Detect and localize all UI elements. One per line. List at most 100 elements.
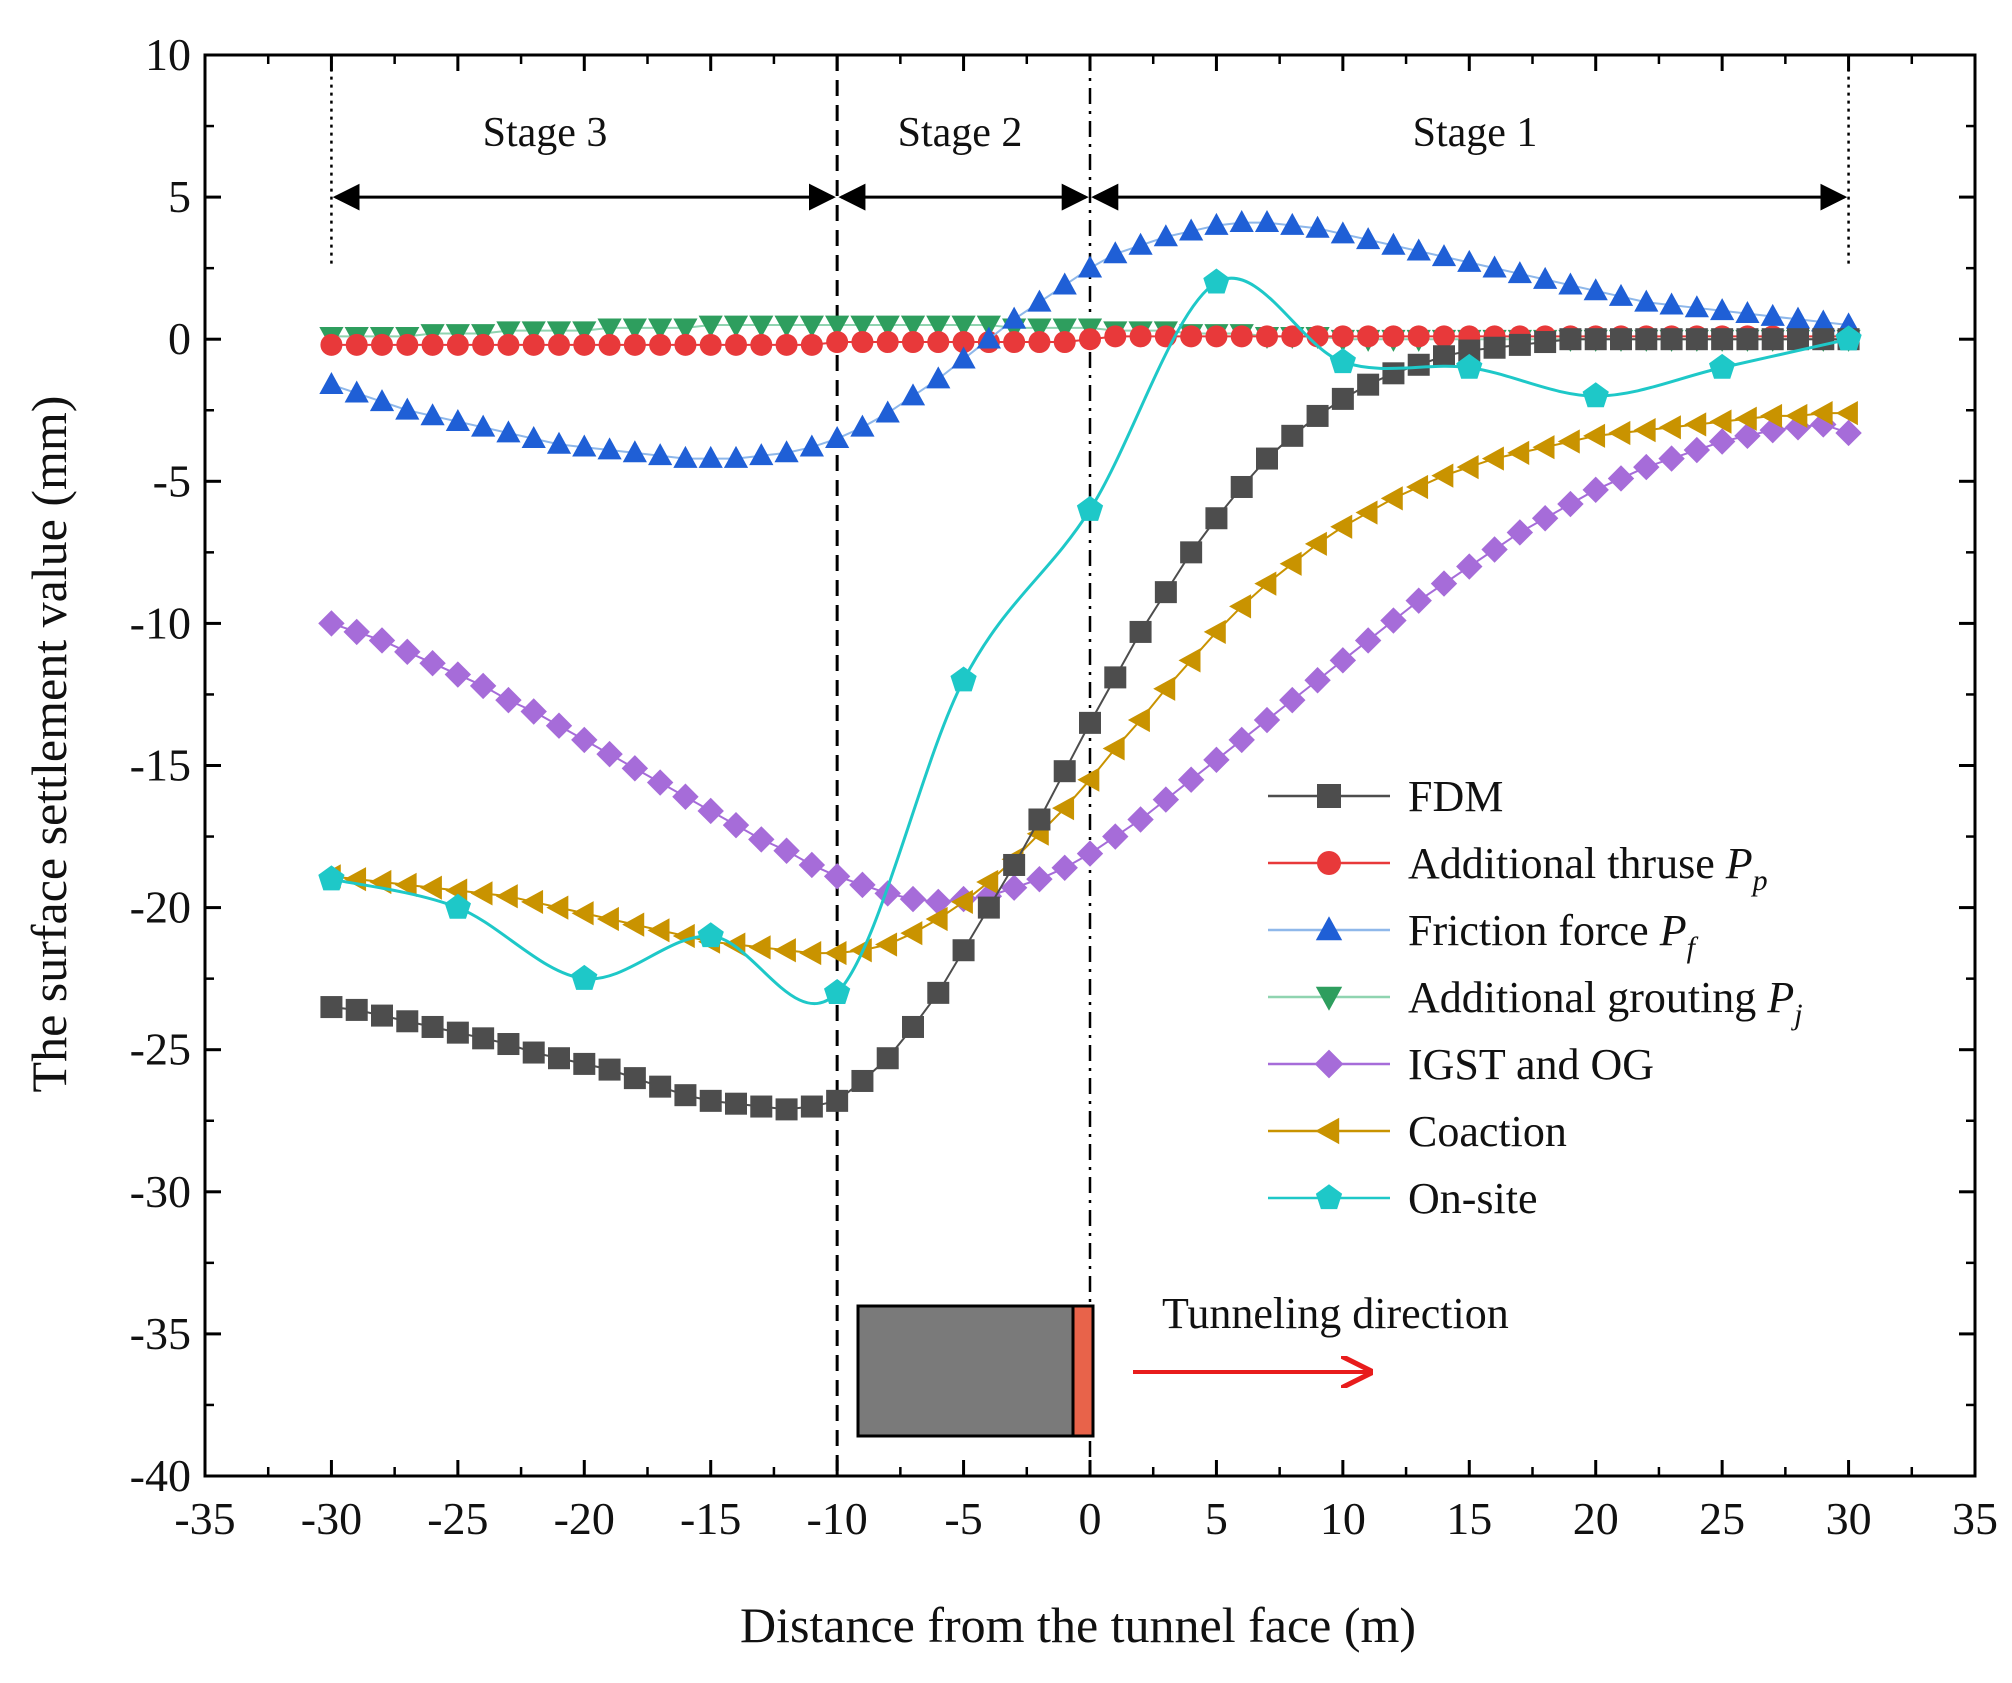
y-tick-label: -40 — [130, 1450, 191, 1501]
data-point — [674, 1084, 697, 1107]
data-point — [1329, 647, 1357, 674]
data-point — [1129, 620, 1152, 643]
data-point — [750, 333, 773, 356]
data-point — [1127, 806, 1154, 833]
legend-marker — [1315, 1184, 1343, 1210]
data-point — [1103, 241, 1128, 264]
data-point — [1356, 227, 1381, 250]
data-point — [622, 318, 647, 341]
data-point — [1709, 409, 1732, 434]
data-point — [977, 896, 1000, 919]
data-point — [597, 437, 622, 460]
data-point — [950, 666, 977, 692]
data-point — [1506, 519, 1534, 546]
data-point — [1256, 447, 1278, 470]
data-point — [1102, 823, 1129, 850]
x-tick-label: 25 — [1699, 1493, 1745, 1544]
data-point — [371, 333, 393, 356]
data-point — [522, 333, 545, 356]
legend-marker — [1315, 1117, 1340, 1145]
data-point — [320, 996, 343, 1019]
data-point — [1607, 465, 1635, 492]
data-point — [1229, 594, 1252, 619]
data-point — [1584, 328, 1607, 351]
data-point — [395, 397, 420, 420]
x-tick-label: 0 — [1079, 1493, 1102, 1544]
series-line — [331, 276, 1849, 1006]
data-point — [1000, 874, 1028, 901]
data-point — [318, 865, 345, 891]
data-point — [1127, 707, 1150, 733]
data-point — [597, 318, 622, 341]
data-point — [951, 315, 976, 338]
data-point — [775, 333, 798, 356]
y-axis-title: The surface settlement value (mm) — [21, 396, 77, 1093]
data-point — [1129, 325, 1152, 348]
data-point — [1406, 238, 1431, 261]
data-point — [1787, 328, 1809, 351]
data-point — [1583, 278, 1608, 301]
data-point — [1002, 306, 1027, 329]
data-point — [672, 783, 699, 810]
data-point — [900, 921, 923, 946]
data-point — [1077, 767, 1100, 792]
legend: FDM Additional thruse Pp Friction force Pf… — [1268, 772, 1803, 1223]
data-point — [1357, 325, 1380, 348]
data-point — [1709, 353, 1736, 379]
data-point — [1205, 325, 1228, 348]
data-point — [472, 1027, 495, 1050]
data-point — [773, 938, 796, 963]
data-point — [1583, 423, 1606, 448]
data-point — [1407, 353, 1430, 376]
data-point — [1102, 736, 1125, 761]
data-point — [521, 321, 546, 344]
x-tick-label: -20 — [554, 1493, 615, 1544]
data-point — [1635, 328, 1658, 351]
data-point — [1254, 571, 1277, 596]
y-tick-label: 5 — [168, 171, 191, 222]
data-point — [850, 414, 875, 437]
data-point — [1382, 325, 1405, 348]
data-point — [649, 333, 672, 356]
data-point — [672, 923, 695, 949]
data-point — [874, 880, 901, 907]
series-4 — [318, 411, 1862, 916]
data-point — [799, 315, 824, 338]
data-point — [773, 837, 800, 864]
data-point — [1027, 318, 1052, 341]
data-point — [1685, 328, 1708, 351]
legend-item: Coaction — [1268, 1107, 1567, 1156]
data-point — [1279, 551, 1302, 576]
data-point — [495, 884, 518, 909]
data-point — [1659, 292, 1684, 315]
data-point — [1153, 224, 1178, 247]
data-point — [548, 333, 570, 356]
stage-labels: Stage 3 Stage 2 Stage 1 — [483, 110, 1538, 156]
x-tick-label: -5 — [944, 1493, 982, 1544]
data-point — [900, 315, 926, 338]
data-point — [950, 889, 973, 915]
data-point — [1633, 418, 1656, 443]
y-tick-label: -15 — [130, 740, 191, 791]
data-point — [1076, 495, 1104, 521]
data-point — [496, 420, 521, 443]
data-point — [1304, 531, 1327, 556]
data-point — [800, 1095, 823, 1118]
data-point — [419, 649, 446, 677]
data-point — [421, 1015, 444, 1038]
data-point — [598, 1058, 621, 1081]
legend-marker — [1317, 784, 1341, 808]
data-point — [1405, 587, 1432, 614]
data-point — [1026, 865, 1053, 893]
data-point — [1508, 333, 1531, 356]
data-point — [902, 331, 924, 354]
data-point — [573, 1052, 596, 1075]
legend-marker — [1317, 851, 1341, 875]
data-point — [952, 939, 975, 962]
data-point — [1028, 331, 1051, 354]
data-point — [1076, 840, 1104, 867]
data-point — [1431, 463, 1454, 488]
data-point — [1760, 303, 1785, 326]
series-2 — [319, 210, 1861, 468]
data-point — [725, 333, 747, 356]
